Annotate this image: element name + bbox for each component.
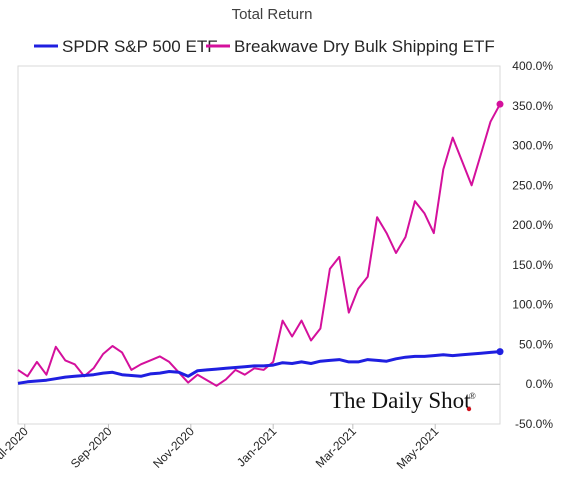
- x-tick-label: May-2021: [394, 424, 442, 472]
- legend-label-breakwave: Breakwave Dry Bulk Shipping ETF: [234, 37, 495, 56]
- y-tick-label: 0.0%: [526, 377, 554, 391]
- legend-label-spdr: SPDR S&P 500 ETF: [62, 37, 218, 56]
- y-tick-label: 50.0%: [519, 337, 553, 351]
- chart-title: Total Return: [232, 6, 313, 23]
- watermark-text: The Daily Shot: [330, 388, 471, 413]
- x-axis-ticks: Jul-2020 Sep-2020 Nov-2020 Jan-2021 Mar-2021…: [0, 424, 442, 472]
- y-tick-label: 300.0%: [512, 139, 553, 153]
- y-axis-ticks: -50.0% 0.0% 50.0% 100.0% 150.0% 200.0% 250.0% 3…: [512, 59, 553, 431]
- x-tick-label: Nov-2020: [150, 424, 197, 471]
- series-layer: [17, 100, 504, 387]
- x-tick-label: Jan-2021: [234, 424, 280, 470]
- y-tick-label: 100.0%: [512, 298, 553, 312]
- plot-area-border: [17, 65, 501, 425]
- watermark-registered-mark: ®: [469, 391, 476, 401]
- legend: SPDR S&P 500 ETF Breakwave Dry Bulk Ship…: [34, 37, 495, 56]
- x-tick-label: Mar-2021: [313, 424, 359, 470]
- series-end-point-spdr: [496, 348, 504, 356]
- y-tick-label: 150.0%: [512, 258, 553, 272]
- y-tick-label: 250.0%: [512, 178, 553, 192]
- x-tick-label: Sep-2020: [68, 424, 115, 471]
- y-tick-label: 200.0%: [512, 218, 553, 232]
- watermark-dot: [466, 406, 472, 412]
- series-line-spdr: [17, 350, 501, 385]
- watermark: The Daily Shot ®: [330, 388, 476, 413]
- y-tick-label: 400.0%: [512, 59, 553, 73]
- y-tick-label: 350.0%: [512, 99, 553, 113]
- series-end-point-breakwave: [496, 100, 504, 108]
- y-tick-label: -50.0%: [515, 417, 553, 431]
- x-tick-label: Jul-2020: [0, 424, 31, 467]
- series-line-breakwave: [17, 103, 501, 387]
